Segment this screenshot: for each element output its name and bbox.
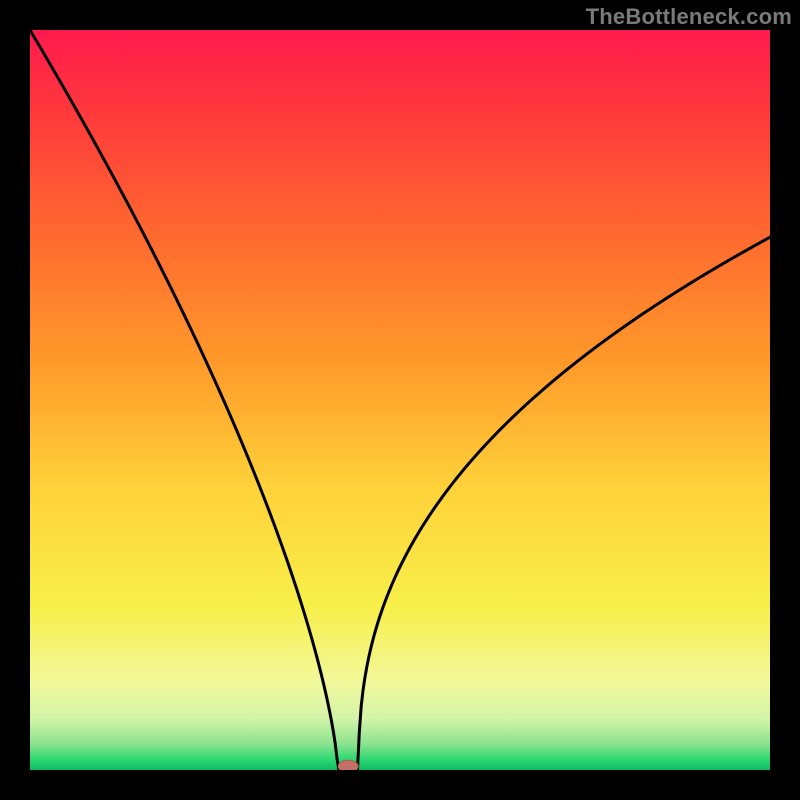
watermark-text: TheBottleneck.com [586,4,792,30]
chart-container: TheBottleneck.com [0,0,800,800]
optimal-marker [338,760,358,772]
plot-background [30,30,770,770]
bottleneck-chart [0,0,800,800]
